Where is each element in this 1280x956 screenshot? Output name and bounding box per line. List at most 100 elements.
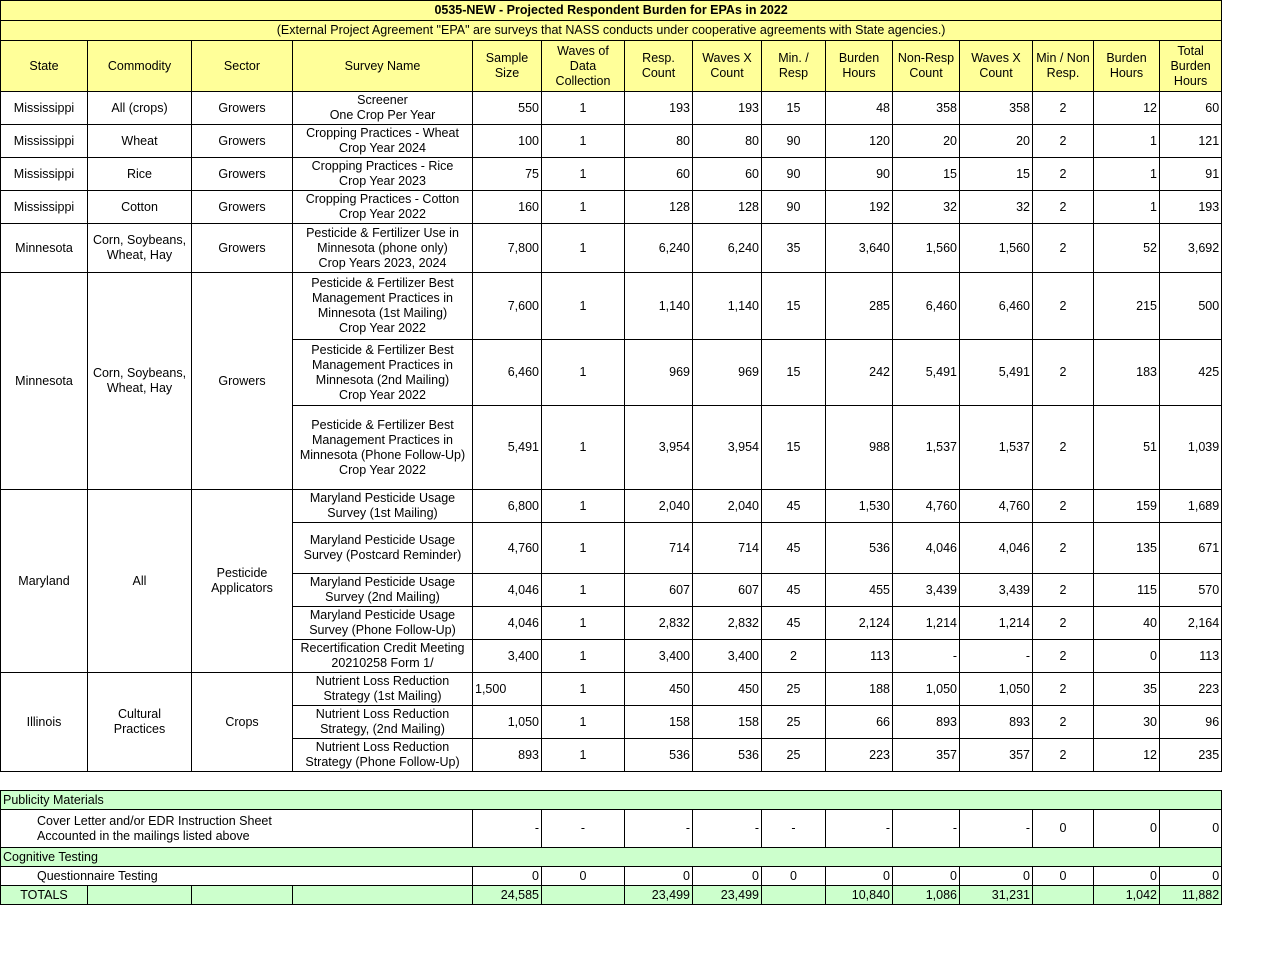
value-cell: 60 (692, 157, 762, 191)
value-cell: 15 (959, 157, 1033, 191)
table-row: Mississippi Cotton Growers Cropping Practic… (0, 190, 1223, 224)
value-cell: 1,214 (892, 606, 960, 640)
value-cell: 570 (1158, 573, 1223, 607)
value-cell: 183 (1093, 339, 1160, 406)
value-cell: 500 (1158, 272, 1223, 340)
value-cell: 158 (692, 705, 762, 739)
value-cell: 3,400 (692, 639, 762, 673)
value-cell: 1,050 (959, 672, 1033, 706)
value-cell: 25 (761, 705, 826, 739)
value-cell: 6,800 (472, 489, 542, 523)
state-cell: Maryland (0, 489, 88, 673)
section-header-row: Cognitive Testing (0, 847, 1223, 867)
value-cell: 32 (959, 190, 1033, 224)
value-cell: - (692, 809, 762, 848)
table-row: Mississippi Wheat Growers Cropping Practice… (0, 124, 1223, 158)
value-cell: 1 (541, 272, 625, 340)
column-header: Non-Resp Count (892, 40, 960, 92)
value-cell: 714 (624, 522, 693, 574)
value-cell: 1,689 (1158, 489, 1223, 523)
value-cell: 450 (624, 672, 693, 706)
value-cell: 358 (959, 91, 1033, 125)
table-row: Nutrient Loss Reduction Strategy (Phone … (1, 738, 1223, 772)
value-cell: 12 (1093, 91, 1160, 125)
survey-name-cell: Maryland Pesticide Usage Survey (2nd Mai… (292, 573, 473, 607)
value-cell: 893 (472, 738, 542, 772)
empty-cell (292, 885, 473, 905)
value-cell: 1 (541, 639, 625, 673)
value-cell: 215 (1093, 272, 1160, 340)
value-cell: 0 (1158, 866, 1223, 886)
sector-cell: Growers (191, 190, 293, 224)
value-cell: 1,500 (472, 672, 542, 706)
value-cell: 0 (825, 866, 893, 886)
value-cell: 223 (1158, 672, 1223, 706)
value-cell: 1,560 (959, 223, 1033, 273)
value-cell: 5,491 (892, 339, 960, 406)
commodity-cell: Cotton (87, 190, 192, 224)
value-cell: 1 (541, 573, 625, 607)
total-value-cell: 23,499 (624, 885, 693, 905)
value-cell: 96 (1158, 705, 1223, 739)
value-cell: 455 (825, 573, 893, 607)
value-cell: 60 (1158, 91, 1223, 125)
value-cell: 358 (892, 91, 960, 125)
state-cell: Illinois (0, 672, 88, 772)
table-row: Minnesota Corn, Soybeans, Wheat, Hay Growe… (0, 272, 1223, 490)
table-row: Maryland Pesticide Usage Survey (Postcar… (1, 522, 1223, 574)
sector-cell: Growers (191, 272, 293, 490)
column-header: Total Burden Hours (1158, 40, 1223, 92)
value-cell: 893 (892, 705, 960, 739)
table-row: Pesticide & Fertilizer Best Management P… (1, 339, 1223, 406)
column-header: Min. / Resp (761, 40, 826, 92)
value-cell: 0 (1093, 866, 1160, 886)
total-value-cell: 1,086 (892, 885, 960, 905)
value-cell: 7,800 (472, 223, 542, 273)
value-cell: 4,046 (892, 522, 960, 574)
survey-name-cell: Pesticide & Fertilizer Best Management P… (292, 272, 473, 340)
value-cell: 193 (1158, 190, 1223, 224)
value-cell: 2 (1032, 705, 1094, 739)
state-cell: Mississippi (0, 91, 88, 125)
survey-name-cell: Maryland Pesticide Usage Survey (Phone F… (292, 606, 473, 640)
value-cell: 536 (825, 522, 893, 574)
value-cell: 285 (825, 272, 893, 340)
value-cell: 2 (1032, 91, 1094, 125)
value-cell: 15 (892, 157, 960, 191)
totals-label: TOTALS (0, 885, 88, 905)
total-value-cell: 23,499 (692, 885, 762, 905)
value-cell: - (472, 809, 542, 848)
burden-table: 0535-NEW - Projected Respondent Burden f… (0, 0, 1223, 905)
value-cell: 91 (1158, 157, 1223, 191)
value-cell: 158 (624, 705, 693, 739)
table-row: Maryland Pesticide Usage Survey (2nd Mai… (1, 573, 1223, 607)
value-cell: 2,040 (692, 489, 762, 523)
survey-name-cell: Pesticide & Fertilizer Best Management P… (292, 405, 473, 490)
value-cell: 2 (1032, 124, 1094, 158)
total-value-cell: 31,231 (959, 885, 1033, 905)
value-cell: 0 (1158, 809, 1223, 848)
value-cell: 536 (624, 738, 693, 772)
value-cell: - (761, 809, 826, 848)
value-cell: 120 (825, 124, 893, 158)
value-cell: 1 (541, 672, 625, 706)
value-cell: 2 (1032, 157, 1094, 191)
empty-cell (87, 885, 192, 905)
value-cell: 15 (761, 405, 826, 490)
value-cell: 128 (692, 190, 762, 224)
value-cell: 0 (692, 866, 762, 886)
value-cell: 128 (624, 190, 693, 224)
value-cell: 1,039 (1158, 405, 1223, 490)
value-cell: 90 (761, 190, 826, 224)
state-cell: Minnesota (0, 272, 88, 490)
value-cell: 2,832 (692, 606, 762, 640)
value-cell: 1,140 (692, 272, 762, 340)
column-header: Min / Non Resp. (1032, 40, 1094, 92)
value-cell: 607 (624, 573, 693, 607)
value-cell: 3,439 (959, 573, 1033, 607)
value-cell: 235 (1158, 738, 1223, 772)
section-header-row: Publicity Materials (0, 790, 1223, 810)
value-cell: 2 (1032, 522, 1094, 574)
table-row: Mississippi Rice Growers Cropping Practices… (0, 157, 1223, 191)
survey-name-cell: Cropping Practices - Rice Crop Year 2023 (292, 157, 473, 191)
